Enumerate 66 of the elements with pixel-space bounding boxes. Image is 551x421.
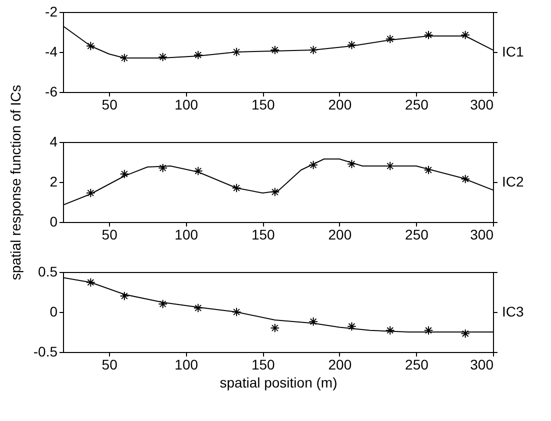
point [270, 323, 280, 333]
point [120, 169, 130, 179]
point [385, 34, 395, 44]
y2-axis-title: IC2 [502, 174, 524, 190]
x-tick-label: 250 [405, 356, 429, 372]
point [460, 328, 470, 338]
point [270, 45, 280, 55]
point [86, 41, 96, 51]
y-tick-label: 0 [50, 304, 58, 320]
x-tick-label: 50 [102, 356, 118, 372]
x-tick-label: 300 [470, 96, 494, 112]
point [424, 165, 434, 175]
point [424, 30, 434, 40]
x-tick-label: 150 [251, 356, 276, 372]
point [347, 159, 356, 169]
point [158, 163, 168, 173]
point [158, 299, 168, 309]
point [158, 52, 168, 62]
y-tick-label: 0 [50, 214, 58, 230]
y-axis-title: spatial response function of ICs [8, 84, 24, 280]
x-tick-label: 200 [328, 226, 352, 242]
x-tick-label: 200 [328, 356, 352, 372]
point [460, 174, 470, 184]
point [193, 166, 203, 176]
x-tick-label: 150 [251, 226, 276, 242]
x-tick-label: 150 [251, 96, 276, 112]
point [86, 278, 96, 288]
y2-axis-title: IC1 [502, 44, 524, 60]
x-tick-label: 100 [174, 96, 198, 112]
point [120, 291, 130, 301]
point [308, 316, 318, 326]
point [385, 161, 395, 171]
y-tick-label: -2 [45, 4, 58, 20]
y-tick-label: -4 [45, 44, 58, 60]
x-tick-label: 250 [405, 96, 429, 112]
point [193, 50, 203, 60]
point [308, 160, 318, 170]
y2-axis-title: IC3 [502, 304, 524, 320]
point [460, 30, 470, 40]
point [232, 47, 242, 57]
x-tick-label: 100 [174, 356, 198, 372]
point [270, 187, 280, 197]
x-tick-label: 50 [102, 96, 118, 112]
y-tick-label: 4 [50, 134, 58, 150]
x-tick-label: 50 [102, 226, 118, 242]
x-tick-label: 250 [405, 226, 429, 242]
point [193, 303, 203, 313]
point [424, 326, 434, 336]
point [347, 40, 356, 50]
x-tick-label: 200 [328, 96, 352, 112]
point [308, 45, 318, 55]
point [385, 326, 395, 336]
point [232, 307, 242, 317]
x-tick-label: 300 [470, 356, 494, 372]
y-tick-label: -0.5 [33, 344, 58, 360]
y-tick-label: 0.5 [38, 264, 58, 280]
x-tick-label: 300 [470, 226, 494, 242]
x-axis-title: spatial position (m) [220, 374, 338, 390]
y-tick-label: -6 [45, 84, 58, 100]
y-tick-label: 2 [50, 174, 58, 190]
point [120, 53, 130, 63]
line-series [63, 158, 493, 206]
x-tick-label: 100 [174, 226, 198, 242]
point [232, 183, 242, 193]
point [347, 322, 356, 332]
point [86, 188, 96, 198]
